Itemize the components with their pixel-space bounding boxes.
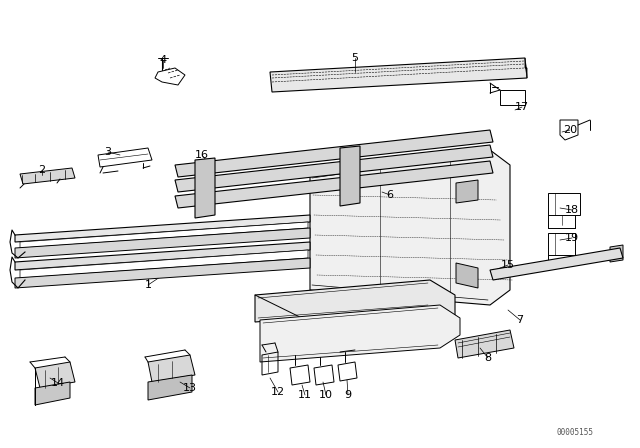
Text: 10: 10	[319, 390, 333, 400]
Polygon shape	[195, 158, 215, 218]
Text: 17: 17	[515, 102, 529, 112]
Polygon shape	[456, 263, 478, 288]
Polygon shape	[175, 145, 493, 192]
Text: 12: 12	[271, 387, 285, 397]
Polygon shape	[148, 375, 192, 400]
Text: 4: 4	[159, 55, 166, 65]
Polygon shape	[260, 305, 460, 362]
Polygon shape	[255, 280, 455, 322]
Text: 5: 5	[351, 53, 358, 63]
Polygon shape	[456, 180, 478, 203]
Polygon shape	[610, 245, 623, 262]
Polygon shape	[35, 362, 75, 388]
Text: 13: 13	[183, 383, 197, 393]
Text: 9: 9	[344, 390, 351, 400]
Polygon shape	[20, 250, 308, 278]
Text: 14: 14	[51, 378, 65, 388]
Polygon shape	[270, 58, 527, 92]
Polygon shape	[310, 150, 510, 305]
Polygon shape	[525, 58, 527, 78]
Text: 11: 11	[298, 390, 312, 400]
Text: 7: 7	[516, 315, 524, 325]
Text: 3: 3	[104, 147, 111, 157]
Text: 1: 1	[145, 280, 152, 290]
Polygon shape	[35, 382, 70, 405]
Text: 15: 15	[501, 260, 515, 270]
Text: 18: 18	[565, 205, 579, 215]
Polygon shape	[20, 168, 75, 184]
Text: 20: 20	[563, 125, 577, 135]
Polygon shape	[455, 330, 514, 358]
Text: 16: 16	[195, 150, 209, 160]
Polygon shape	[175, 161, 493, 208]
Polygon shape	[15, 228, 310, 258]
Polygon shape	[20, 222, 308, 248]
Text: 00005155: 00005155	[557, 427, 593, 436]
Polygon shape	[490, 248, 623, 280]
Polygon shape	[175, 130, 493, 177]
Polygon shape	[15, 242, 310, 270]
Text: 19: 19	[565, 233, 579, 243]
Text: 8: 8	[484, 353, 492, 363]
Text: 6: 6	[387, 190, 394, 200]
Polygon shape	[15, 215, 310, 242]
Polygon shape	[15, 258, 310, 288]
Polygon shape	[148, 355, 195, 382]
Polygon shape	[340, 146, 360, 206]
Text: 2: 2	[38, 165, 45, 175]
